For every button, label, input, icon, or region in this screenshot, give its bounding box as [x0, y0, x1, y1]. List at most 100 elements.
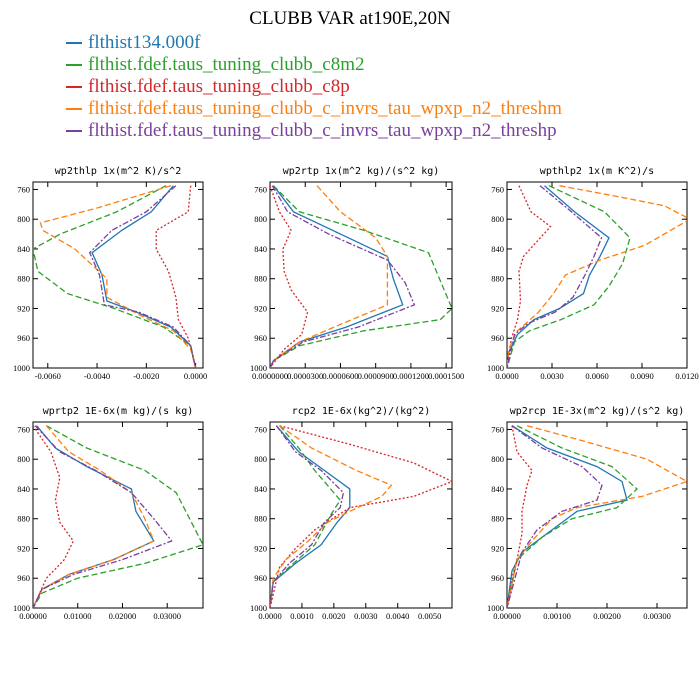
- series-line: [88, 185, 197, 368]
- legend-swatch: [66, 42, 82, 44]
- x-tick-label: -0.0060: [35, 371, 61, 381]
- y-tick-label: 760: [254, 184, 267, 194]
- series-line: [270, 425, 393, 608]
- x-tick-label: 0.0001200: [393, 371, 429, 381]
- series-line: [270, 425, 342, 608]
- series-line: [507, 425, 533, 608]
- x-tick-label: -0.0020: [133, 371, 159, 381]
- x-tick-label: 0.0000000: [252, 371, 288, 381]
- plot-frame: [269, 181, 453, 369]
- y-tick-label: 960: [17, 573, 30, 583]
- series-line: [270, 425, 452, 608]
- y-tick-label: 960: [491, 333, 504, 343]
- x-tick-label: 0.02000: [109, 611, 137, 621]
- panel-title: wprtp2 1E-6x(m kg)/(s kg): [43, 406, 194, 417]
- y-tick-label: 1000: [250, 603, 267, 613]
- y-tick-label: 840: [17, 244, 30, 254]
- series-line: [507, 425, 628, 608]
- series-line: [507, 425, 603, 608]
- series-line: [507, 185, 610, 368]
- x-tick-label: 0.00000: [19, 611, 47, 621]
- y-tick-label: 880: [17, 514, 30, 524]
- y-tick-label: 920: [254, 303, 267, 313]
- y-tick-label: 840: [254, 244, 267, 254]
- series-line: [270, 185, 389, 368]
- panel-title: wp2rcp 1E-3x(m^2 kg)/(s^2 kg): [510, 406, 685, 417]
- panel: wp2rtp 1x(m^2 kg)/(s^2 kg) 760 800 840 880 92…: [250, 166, 464, 381]
- series-line: [33, 425, 203, 608]
- series-line: [39, 185, 197, 368]
- y-tick-label: 880: [254, 514, 267, 524]
- x-tick-label: 0.00100: [543, 611, 571, 621]
- x-tick-label: 0.0040: [386, 611, 409, 621]
- plot-frame: [506, 181, 688, 369]
- y-tick-label: 760: [491, 424, 504, 434]
- panel-title: rcp2 1E-6x(kg^2)/(kg^2): [292, 406, 430, 417]
- x-tick-label: 0.0000600: [322, 371, 358, 381]
- y-tick-label: 840: [17, 484, 30, 494]
- y-tick-label: 920: [254, 543, 267, 553]
- y-tick-label: 800: [17, 454, 30, 464]
- y-tick-label: 880: [254, 274, 267, 284]
- series-line: [270, 185, 404, 368]
- y-tick-label: 800: [254, 454, 267, 464]
- y-tick-label: 840: [254, 484, 267, 494]
- series-line: [33, 425, 75, 608]
- y-tick-label: 960: [254, 573, 267, 583]
- x-tick-label: 0.00000: [493, 611, 521, 621]
- y-tick-label: 1000: [13, 603, 30, 613]
- x-tick-label: 0.0090: [630, 371, 653, 381]
- y-tick-label: 920: [491, 543, 504, 553]
- y-tick-label: 880: [17, 274, 30, 284]
- y-tick-label: 920: [17, 303, 30, 313]
- y-tick-label: 880: [491, 274, 504, 284]
- legend-label: flthist134.000f: [88, 32, 201, 53]
- y-tick-label: 760: [491, 184, 504, 194]
- x-tick-label: 0.0000900: [358, 371, 394, 381]
- plot-frame: [506, 421, 688, 609]
- x-tick-label: 0.0010: [290, 611, 313, 621]
- x-tick-label: 0.0001500: [428, 371, 464, 381]
- x-tick-label: 0.0050: [418, 611, 441, 621]
- panel: wpthlp2 1x(m K^2)/s 760 800 840 880 920 960 100…: [487, 166, 699, 381]
- series-line: [155, 185, 197, 368]
- x-tick-label: -0.0040: [84, 371, 110, 381]
- plot-frame: [32, 421, 204, 609]
- y-tick-label: 960: [491, 573, 504, 583]
- y-tick-label: 800: [17, 214, 30, 224]
- series-line: [507, 425, 638, 608]
- legend-label: flthist.fdef.taus_tuning_clubb_c8p: [88, 76, 350, 97]
- x-tick-label: 0.0000: [495, 371, 518, 381]
- series-line: [270, 185, 416, 368]
- x-tick-label: 0.03000: [153, 611, 181, 621]
- x-tick-label: 0.0120: [675, 371, 698, 381]
- series-line: [33, 425, 173, 608]
- series-line: [270, 425, 345, 608]
- series-line: [507, 185, 603, 368]
- series-line: [270, 185, 452, 368]
- legend-swatch: [66, 64, 82, 66]
- y-tick-label: 960: [254, 333, 267, 343]
- legend-label: flthist.fdef.taus_tuning_clubb_c8m2: [88, 54, 365, 75]
- panel: wprtp2 1E-6x(m kg)/(s kg) 760 800 840 880 920…: [13, 406, 204, 621]
- legend-swatch: [66, 108, 82, 110]
- panel: rcp2 1E-6x(kg^2)/(kg^2) 760 800 840 880 920 96…: [250, 406, 453, 621]
- y-tick-label: 920: [17, 543, 30, 553]
- y-tick-label: 800: [491, 454, 504, 464]
- y-tick-label: 1000: [13, 363, 30, 373]
- y-tick-label: 800: [254, 214, 267, 224]
- x-tick-label: 0.0020: [322, 611, 345, 621]
- x-tick-label: 0.0000300: [287, 371, 323, 381]
- x-tick-label: 0.0000: [184, 371, 207, 381]
- x-tick-label: 0.00200: [593, 611, 621, 621]
- y-tick-label: 920: [491, 303, 504, 313]
- legend-swatch: [66, 130, 82, 132]
- series-line: [91, 185, 197, 368]
- chart-title: CLUBB VAR at190E,20N: [249, 8, 451, 29]
- x-tick-label: 0.0030: [540, 371, 563, 381]
- y-tick-label: 880: [491, 514, 504, 524]
- x-tick-label: 0.0060: [585, 371, 608, 381]
- x-tick-label: 0.0030: [354, 611, 377, 621]
- series-line: [507, 185, 552, 368]
